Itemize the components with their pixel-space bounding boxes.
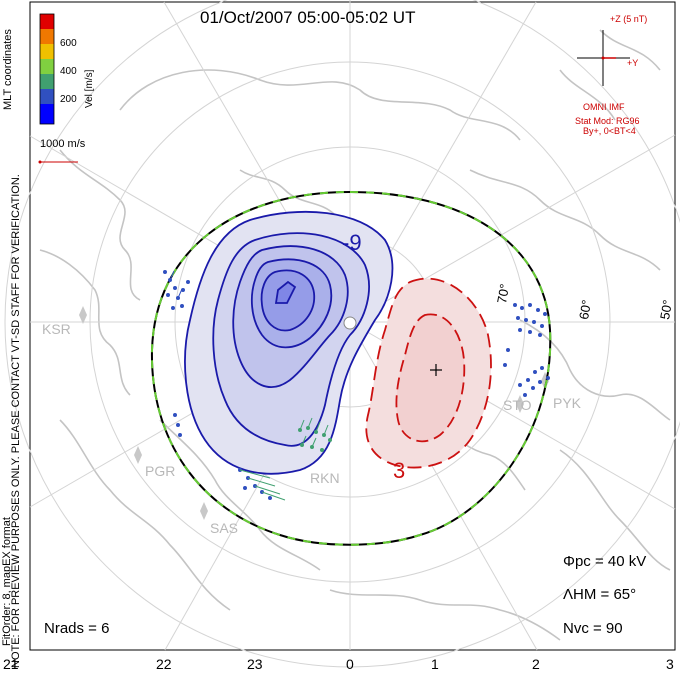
colorbar-tick-600: 600 [60, 38, 77, 49]
colorbar-label: Vel [m/s] [84, 69, 95, 108]
vector-scale-label: 1000 m/s [40, 138, 86, 150]
plot-frame [29, 1, 676, 651]
stat-n-vc: Nvc = 90 [563, 620, 623, 637]
pole-marker [343, 316, 357, 330]
radar-label-pyk: PYK [553, 395, 582, 411]
mlt-tick-1: 1 [431, 656, 439, 672]
radar-label-sas: SAS [210, 520, 239, 536]
stat-lambda-hm: ΛHM = 65° [563, 586, 637, 603]
mlt-tick-22: 22 [156, 656, 172, 672]
stat-phi-pc: Φpc = 40 kV [563, 553, 647, 570]
imf-z-label: +Z (5 nT) [610, 14, 648, 24]
hm-boundary [150, 190, 552, 546]
imf-stat-mod: Stat Mod: RG96 [575, 116, 640, 126]
imf-conditions: By+, 0<BT<4 [583, 126, 636, 136]
velocity-vectors [163, 270, 550, 500]
vector-scale [38, 160, 78, 164]
radar-label-sto: STO [503, 397, 532, 413]
mlt-tick-0: 0 [346, 656, 354, 672]
imf-source: OMNI IMF [583, 102, 625, 112]
positive-cell [365, 277, 492, 469]
positive-contour-label: 3 [393, 458, 406, 483]
color-bar [39, 13, 55, 125]
imf-y-label: +Y [627, 58, 639, 68]
radar-label-rkn: RKN [310, 470, 340, 486]
radar-label-pgr: PGR [145, 463, 176, 479]
stat-n-rads: Nrads = 6 [44, 620, 110, 637]
colorbar-tick-400: 400 [60, 66, 77, 77]
radar-label-ksr: KSR [42, 321, 71, 337]
imf-clock [577, 30, 630, 86]
map-title: 01/Oct/2007 05:00-05:02 UT [200, 8, 416, 27]
coordinate-system: MLT coordinates [2, 29, 14, 110]
colorbar-tick-200: 200 [60, 94, 77, 105]
fit-order-note: FitOrder: 8, mapEX format [1, 517, 13, 646]
mlt-tick-2: 2 [532, 656, 540, 672]
mlt-tick-3: 3 [666, 656, 674, 672]
mlt-tick-23: 23 [247, 656, 263, 672]
negative-contour-label: -9 [342, 230, 362, 255]
mlt-tick-21: 21 [3, 656, 19, 672]
negative-cell [184, 210, 394, 475]
velocity-vectors-green [239, 417, 332, 501]
